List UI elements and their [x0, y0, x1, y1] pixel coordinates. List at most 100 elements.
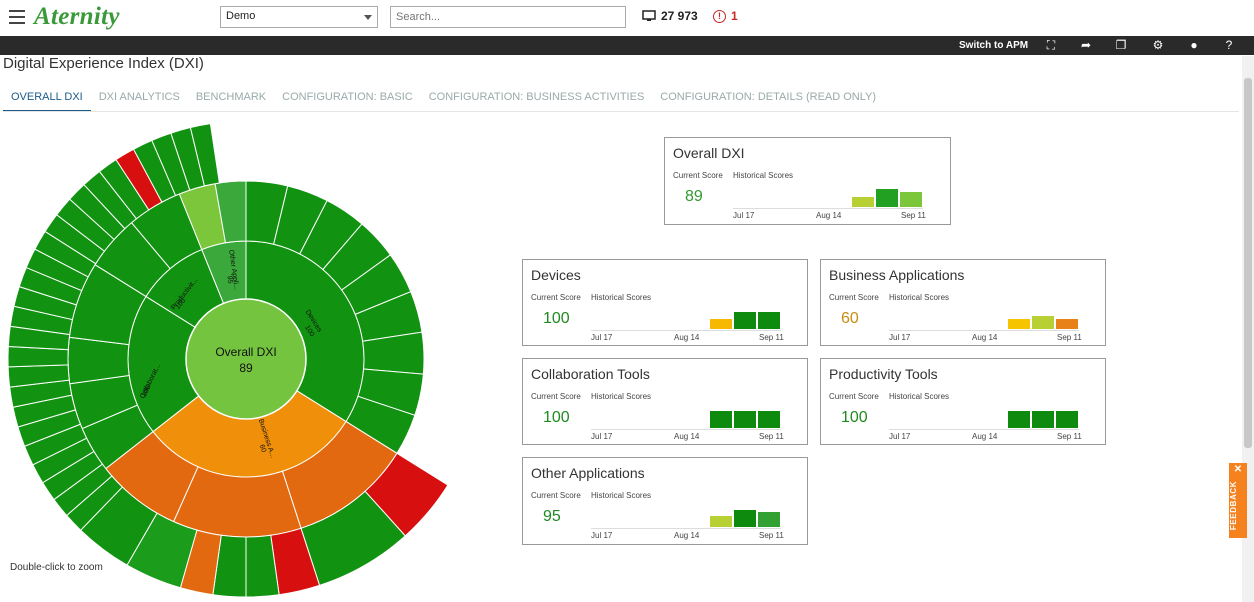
- historical-scores-label: Historical Scores: [591, 491, 652, 500]
- segment-score: 100: [141, 384, 152, 398]
- gear-icon[interactable]: ⚙: [1152, 38, 1164, 52]
- current-score-value: 100: [841, 409, 868, 426]
- top-bar: Aternity Demo 27 973 ! 1: [0, 0, 1254, 36]
- center-label: Overall DXI: [215, 345, 276, 359]
- zoom-hint: Double-click to zoom: [10, 562, 103, 573]
- history-axis: [591, 528, 781, 529]
- current-score-label: Current Score: [531, 392, 581, 401]
- monitor-icon: [642, 10, 656, 21]
- search-input[interactable]: [390, 6, 626, 28]
- history-axis: [591, 429, 781, 430]
- tab-divider: [3, 111, 1239, 112]
- date-label: Jul 17: [591, 531, 613, 540]
- history-bar[interactable]: [1055, 410, 1079, 429]
- segment-leaf-activity[interactable]: [189, 123, 220, 187]
- alert-count[interactable]: ! 1: [713, 9, 738, 23]
- history-bar[interactable]: [757, 511, 781, 528]
- history-bar[interactable]: [709, 410, 733, 429]
- center-score: 89: [239, 361, 253, 375]
- card-title: Overall DXI: [673, 145, 745, 161]
- segment-score: 95: [225, 275, 233, 284]
- card-title: Business Applications: [829, 267, 965, 283]
- current-score-value: 60: [841, 310, 859, 327]
- card-title: Productivity Tools: [829, 366, 938, 382]
- feedback-tab[interactable]: ✕ FEEDBACK: [1229, 463, 1247, 538]
- current-score-value: 100: [543, 409, 570, 426]
- feedback-label: FEEDBACK: [1229, 480, 1239, 531]
- date-label: Aug 14: [674, 432, 700, 441]
- history-bar[interactable]: [757, 410, 781, 429]
- export-icon[interactable]: ➦: [1080, 38, 1092, 52]
- current-score-value: 95: [543, 508, 561, 525]
- date-label: Sep 11: [759, 333, 784, 342]
- history-bar[interactable]: [757, 311, 781, 330]
- score-card-productivity-tools[interactable]: Productivity Tools Current Score Historica…: [820, 358, 1106, 445]
- historical-scores-label: Historical Scores: [591, 392, 652, 401]
- history-bar[interactable]: [1007, 410, 1031, 429]
- filter-select-value: Demo: [226, 10, 256, 22]
- history-bar[interactable]: [733, 311, 757, 330]
- app-logo: Aternity: [34, 3, 120, 30]
- current-score-value: 100: [543, 310, 570, 327]
- tab-configuration-basic[interactable]: CONFIGURATION: BASIC: [282, 91, 413, 103]
- close-icon[interactable]: ✕: [1233, 464, 1243, 475]
- history-bar[interactable]: [709, 515, 733, 528]
- tab-overall-dxi[interactable]: OVERALL DXI: [3, 88, 91, 112]
- date-label: Sep 11: [901, 211, 926, 220]
- score-card-overall-dxi[interactable]: Overall DXI Current Score Historical Score…: [664, 137, 951, 225]
- scrollbar-thumb[interactable]: [1244, 78, 1252, 448]
- history-bar[interactable]: [1055, 318, 1079, 330]
- score-card-other-applications[interactable]: Other Applications Current Score Historica…: [522, 457, 808, 545]
- history-bar[interactable]: [733, 410, 757, 429]
- switch-to-apm-button[interactable]: Switch to APM: [959, 40, 1029, 51]
- history-bar[interactable]: [899, 191, 923, 208]
- help-icon[interactable]: ?: [1225, 38, 1233, 52]
- card-title: Devices: [531, 267, 581, 283]
- history-bar[interactable]: [851, 196, 875, 208]
- history-axis: [733, 208, 923, 209]
- alert-count-value: 1: [731, 9, 738, 23]
- center-overall-dxi[interactable]: [185, 298, 307, 420]
- date-label: Jul 17: [733, 211, 755, 220]
- tab-bar: OVERALL DXI DXI ANALYTICS BENCHMARK CONF…: [3, 88, 884, 112]
- segment-collaboration-item[interactable]: [67, 336, 130, 385]
- bookmark-icon[interactable]: ❐: [1115, 38, 1127, 52]
- date-label: Sep 11: [759, 531, 784, 540]
- menu-icon[interactable]: [9, 10, 25, 24]
- date-label: Aug 14: [972, 333, 998, 342]
- history-axis: [591, 330, 781, 331]
- date-label: Jul 17: [889, 333, 911, 342]
- device-count[interactable]: 27 973: [642, 9, 698, 23]
- score-card-devices[interactable]: Devices Current Score Historical Scores 100…: [522, 259, 808, 346]
- current-score-value: 89: [685, 188, 703, 205]
- segment-other-item[interactable]: [214, 180, 247, 244]
- history-axis: [889, 429, 1079, 430]
- tab-configuration-details[interactable]: CONFIGURATION: DETAILS (READ ONLY): [660, 91, 877, 103]
- date-label: Jul 17: [889, 432, 911, 441]
- date-label: Jul 17: [591, 432, 613, 441]
- tab-dxi-analytics[interactable]: DXI ANALYTICS: [98, 91, 180, 103]
- page-title: Digital Experience Index (DXI): [3, 55, 204, 72]
- history-bar[interactable]: [709, 318, 733, 330]
- score-card-collaboration-tools[interactable]: Collaboration Tools Current Score Historic…: [522, 358, 808, 445]
- tab-configuration-business-activities[interactable]: CONFIGURATION: BUSINESS ACTIVITIES: [428, 91, 645, 103]
- date-label: Sep 11: [759, 432, 784, 441]
- filter-select[interactable]: Demo: [220, 6, 378, 28]
- history-bar[interactable]: [1007, 318, 1031, 330]
- fullscreen-icon[interactable]: ⛶: [1046, 38, 1056, 52]
- toolbar: Switch to APM ⛶ ➦ ❐ ⚙ ● ?: [0, 36, 1254, 55]
- user-icon[interactable]: ●: [1190, 38, 1198, 52]
- score-card-business-applications[interactable]: Business Applications Current Score Histor…: [820, 259, 1106, 346]
- history-bar[interactable]: [1031, 315, 1055, 330]
- card-title: Other Applications: [531, 465, 645, 481]
- current-score-label: Current Score: [531, 293, 581, 302]
- card-title: Collaboration Tools: [531, 366, 650, 382]
- historical-scores-label: Historical Scores: [591, 293, 652, 302]
- current-score-label: Current Score: [673, 171, 723, 180]
- current-score-label: Current Score: [531, 491, 581, 500]
- history-bar[interactable]: [875, 188, 899, 208]
- history-bar[interactable]: [733, 509, 757, 528]
- tab-benchmark[interactable]: BENCHMARK: [195, 91, 267, 103]
- history-bar[interactable]: [1031, 410, 1055, 429]
